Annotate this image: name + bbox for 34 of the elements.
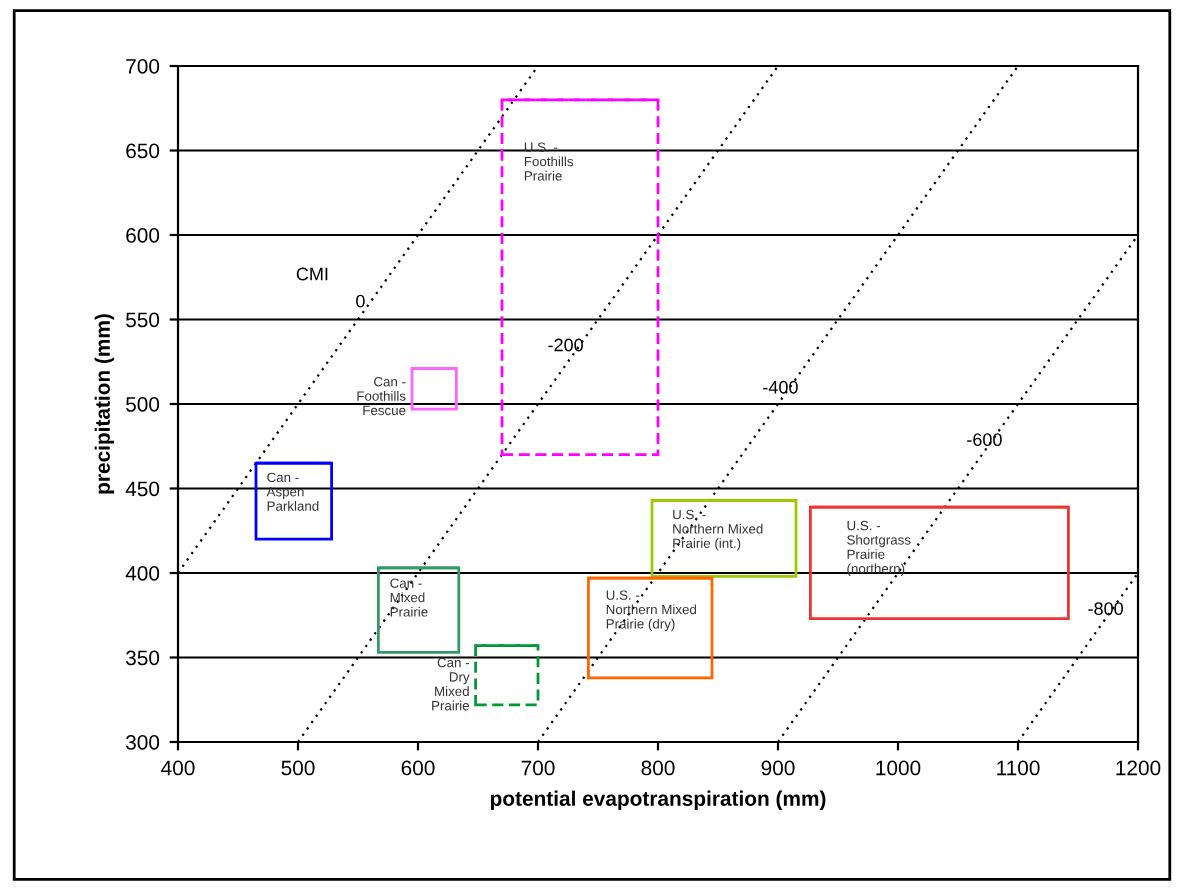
x-tick-label: 600 — [401, 760, 435, 776]
y-tick-label: 300 — [125, 735, 160, 750]
bar — [254, 461, 333, 541]
x-tick-label: 700 — [521, 760, 555, 776]
bar — [500, 98, 660, 457]
y-axis-title: precipitation (mm) — [94, 314, 115, 494]
bar — [474, 644, 540, 707]
y-tick-label: 700 — [126, 59, 160, 74]
x-tick-label: 900 — [761, 760, 795, 776]
y-tick-label: 650 — [126, 143, 160, 159]
y-tick-label: 450 — [125, 481, 160, 497]
x-tick-label: 500 — [281, 760, 315, 776]
annotation: -600 — [967, 433, 1002, 447]
annotation: CMI — [296, 267, 328, 281]
x-axis-title: potential evapotranspiration (mm) — [490, 790, 826, 811]
annotation: -800 — [1088, 602, 1123, 616]
bar — [410, 367, 458, 411]
annotation: -400 — [763, 380, 798, 394]
y-tick-label: 400 — [125, 566, 160, 581]
y-tick-label: 500 — [126, 397, 160, 412]
x-tick-label: 400 — [161, 760, 195, 776]
y-tick-label: 350 — [125, 650, 160, 666]
bar — [377, 566, 461, 654]
annotation: 0 — [356, 294, 365, 308]
y-tick-label: 600 — [126, 228, 160, 243]
y-tick-label: 550 — [126, 312, 160, 328]
bar — [587, 576, 714, 680]
x-tick-label: 1100 — [997, 760, 1040, 776]
bar — [650, 498, 798, 578]
annotation: -200 — [548, 338, 583, 352]
x-tick-label: 1000 — [876, 760, 921, 776]
x-tick-label: 800 — [641, 760, 675, 776]
x-tick-label: 1200 — [1116, 760, 1161, 776]
bar — [809, 505, 1070, 621]
